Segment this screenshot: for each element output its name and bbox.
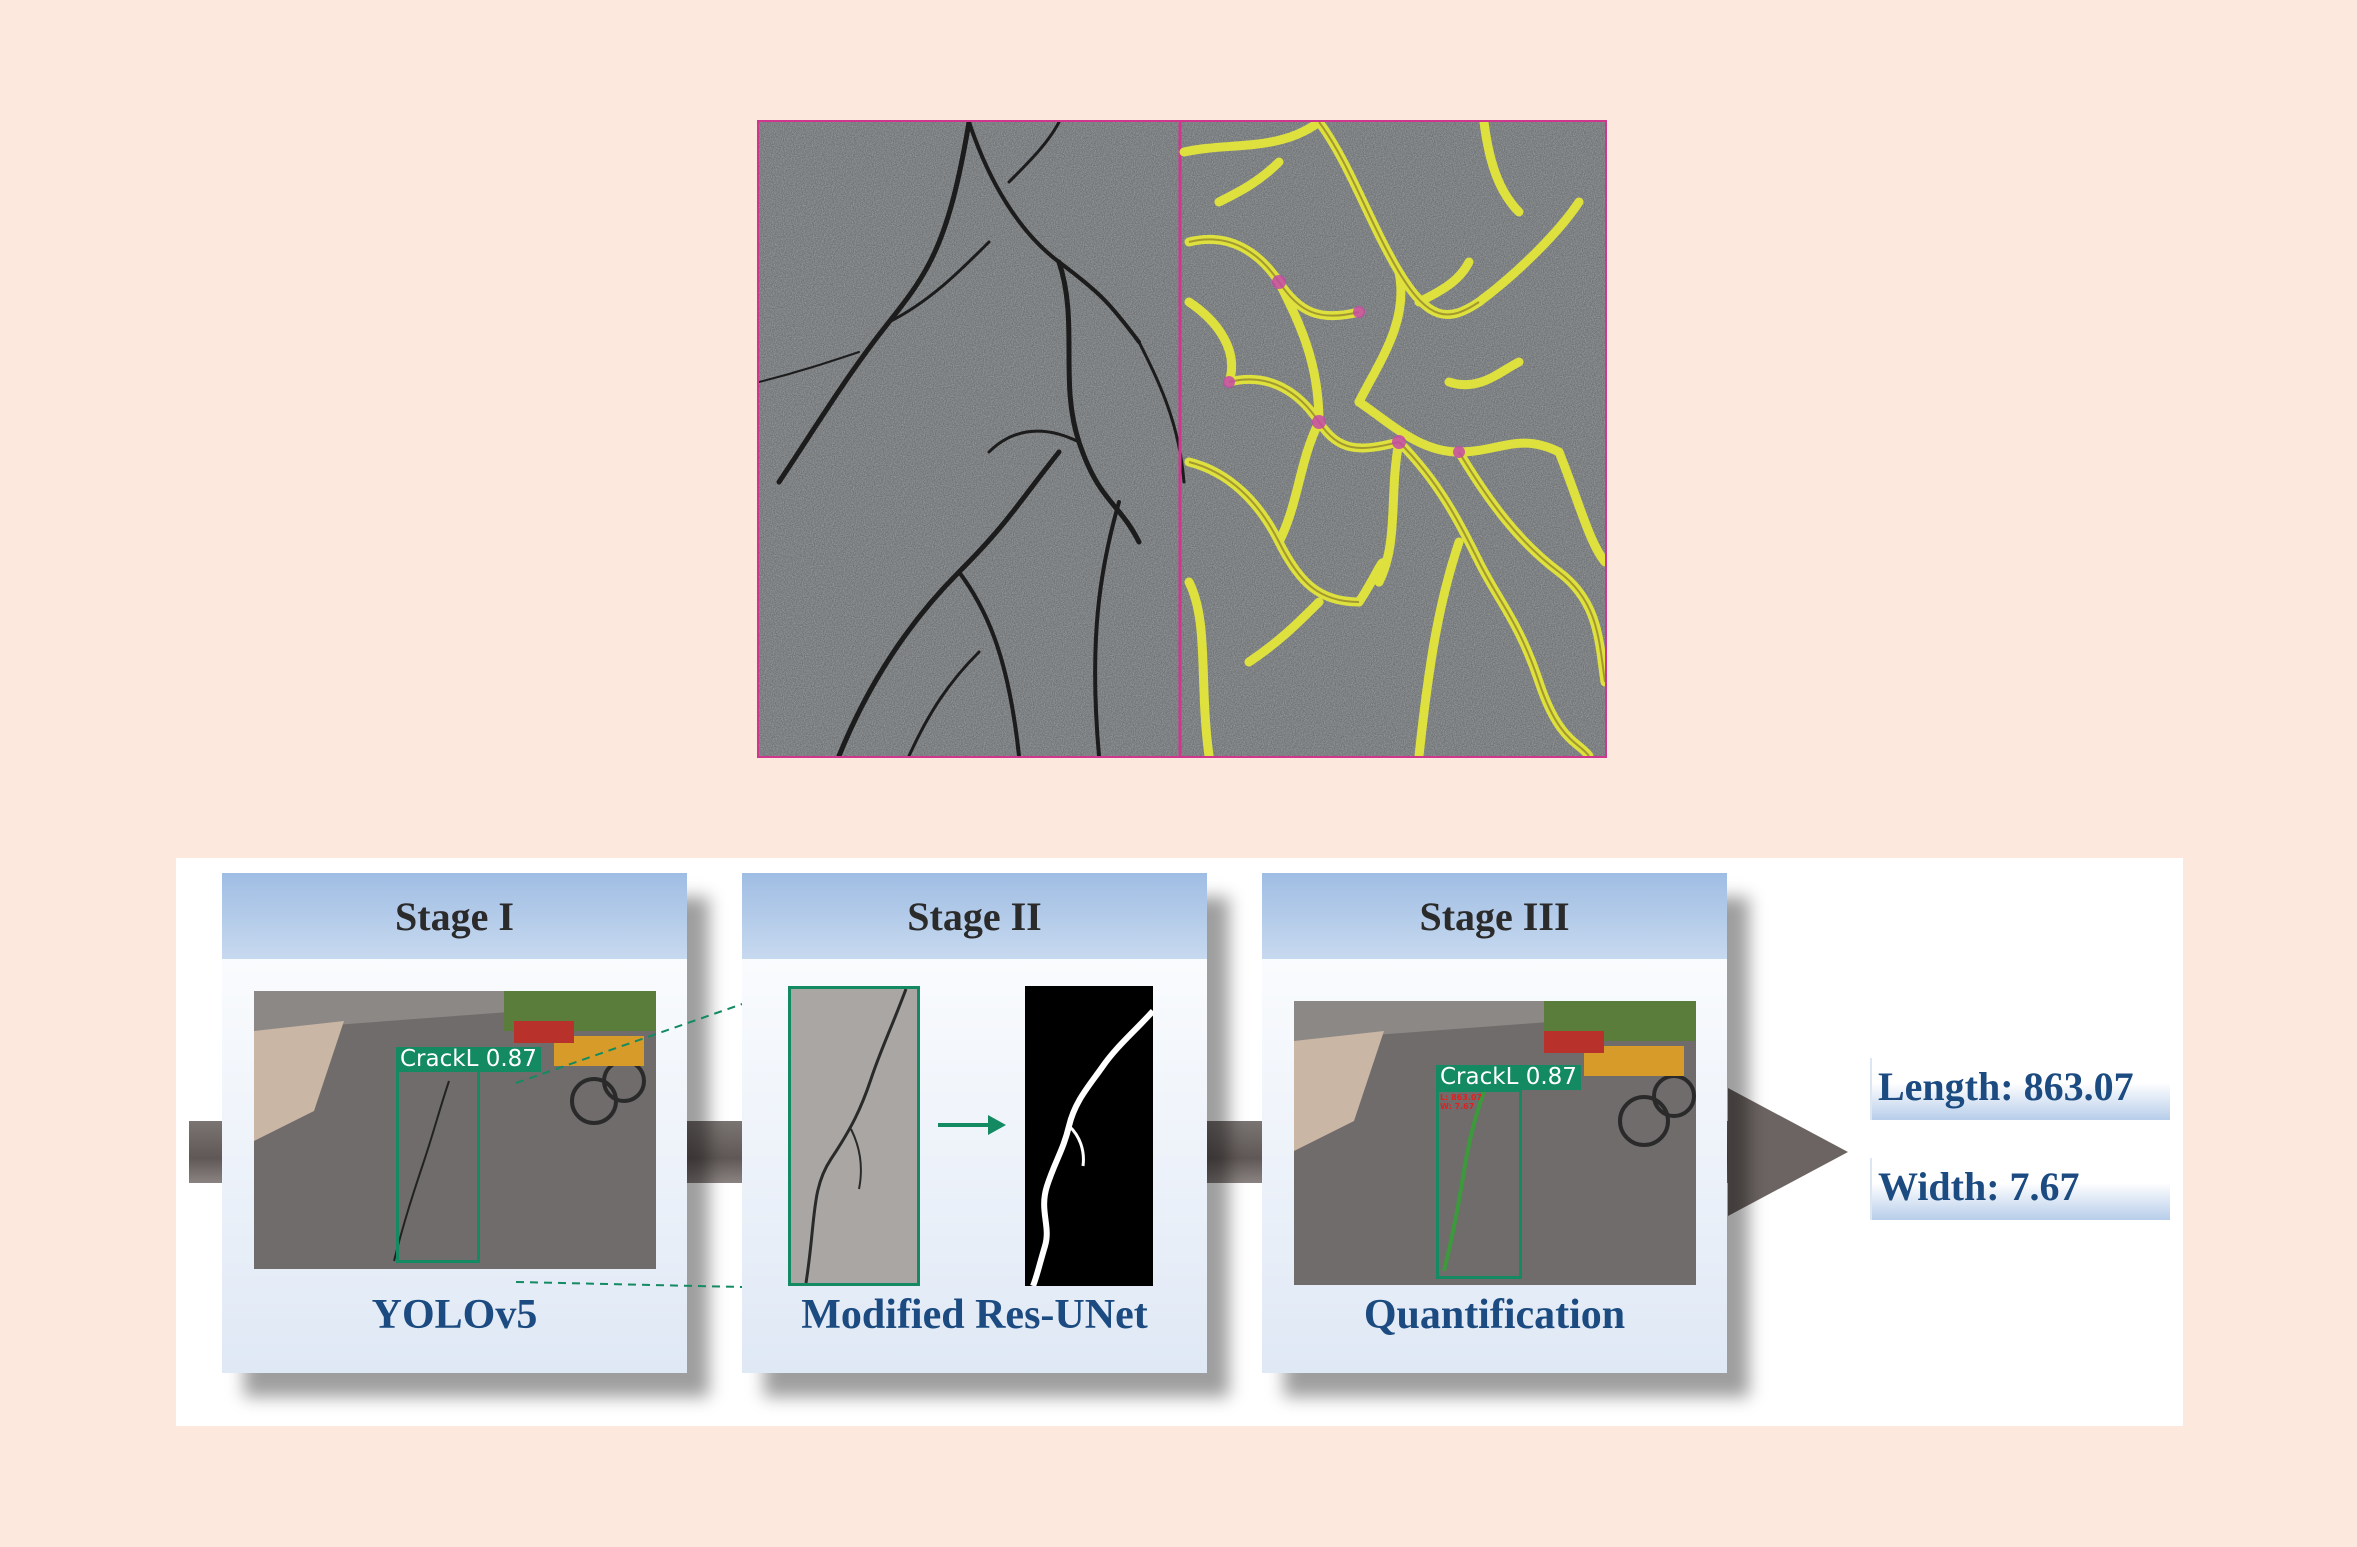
raw-cracks bbox=[759, 122, 1186, 756]
pipeline-panel: Stage I CrackL 0.87 YOLOv5 bbox=[176, 858, 2183, 1426]
stage-1-detection-label: CrackL 0.87 bbox=[396, 1047, 541, 1072]
overlay-length-text: L: 863.07 bbox=[1440, 1093, 1482, 1102]
arrow-right-icon bbox=[988, 1115, 1006, 1135]
stage-1-title: Stage I bbox=[222, 873, 687, 959]
stage-3-street-image: CrackL 0.87 L: 863.07 W: 7.67 bbox=[1294, 1001, 1696, 1285]
flow-arrow-head bbox=[1728, 1088, 1848, 1216]
width-result: Width: 7.67 bbox=[1870, 1158, 2170, 1220]
stage-3-title: Stage III bbox=[1262, 873, 1727, 959]
stage-3-caption: Quantification bbox=[1363, 1292, 1626, 1338]
parked-bikes bbox=[514, 1021, 646, 1125]
overlay-measurements: L: 863.07 W: 7.67 bbox=[1440, 1093, 1482, 1111]
stage-2-card: Stage II Modified Res-UNet bbox=[742, 873, 1207, 1373]
crack-comparison-image bbox=[757, 120, 1607, 758]
stage-3-card: Stage III CrackL 0.87 L: 863.07 W: 7.67 bbox=[1262, 873, 1727, 1373]
stage-3-bounding-box bbox=[1436, 1089, 1522, 1279]
stage-2-caption: Modified Res-UNet bbox=[801, 1292, 1148, 1338]
stage-1-caption: YOLOv5 bbox=[371, 1292, 538, 1338]
stage-3-detection-label: CrackL 0.87 bbox=[1436, 1065, 1581, 1090]
stage-1-street-image: CrackL 0.87 bbox=[254, 991, 656, 1269]
stage-2-crop-image bbox=[788, 986, 920, 1286]
stage-1-card: Stage I CrackL 0.87 YOLOv5 bbox=[222, 873, 687, 1373]
arrow-icon-shaft bbox=[938, 1123, 990, 1127]
overlay-width-text: W: 7.67 bbox=[1440, 1102, 1475, 1111]
intersection-blobs bbox=[1223, 275, 1465, 458]
stage-2-title: Stage II bbox=[742, 873, 1207, 959]
segmentation-mask-image bbox=[1025, 986, 1156, 1288]
length-result: Length: 863.07 bbox=[1870, 1058, 2170, 1120]
